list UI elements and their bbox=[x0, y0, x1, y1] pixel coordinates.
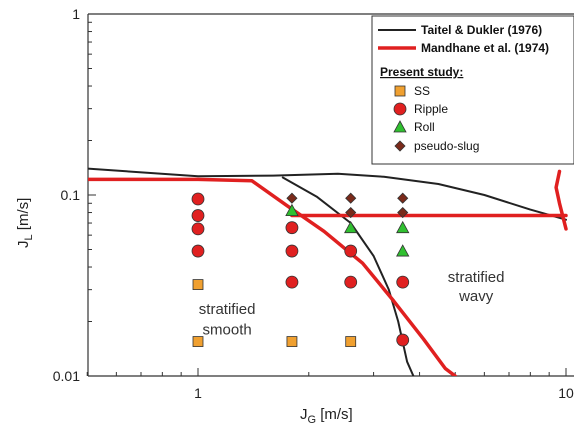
point-ripple bbox=[396, 333, 410, 347]
legend-label-mandhane: Mandhane et al. (1974) bbox=[421, 41, 549, 55]
legend-box bbox=[371, 15, 574, 165]
legend-label-ripple: Ripple bbox=[414, 102, 448, 116]
x-tick-label: 1 bbox=[194, 385, 202, 401]
point-pseudo-slug bbox=[345, 206, 357, 219]
curve-mandhane-et-al-1974 bbox=[88, 177, 457, 376]
y-tick-label: 0.01 bbox=[53, 368, 80, 384]
region-label: stratified bbox=[448, 269, 505, 286]
legend-markers bbox=[393, 85, 407, 152]
y-tick-label: 1 bbox=[72, 6, 80, 22]
point-roll bbox=[396, 220, 410, 234]
point-ss bbox=[345, 336, 357, 347]
y-axis-label: JL [m/s] bbox=[15, 198, 35, 248]
point-ripple bbox=[285, 221, 299, 235]
x-axis-label-main: J bbox=[300, 406, 308, 423]
legend-label-roll: Roll bbox=[414, 120, 435, 134]
tick-labels: 1 0.1 0.01 1 10 bbox=[53, 6, 574, 401]
point-pseudo-slug bbox=[397, 192, 409, 204]
legend-marker-ripple bbox=[393, 102, 407, 116]
point-ripple bbox=[396, 275, 410, 289]
x-tick-label: 10 bbox=[558, 385, 574, 401]
x-axis-label-sub: G bbox=[308, 414, 317, 426]
region-label: smooth bbox=[203, 321, 252, 338]
point-pseudo-slug bbox=[397, 206, 409, 219]
y-tick-label: 0.1 bbox=[61, 187, 81, 203]
data-points bbox=[191, 192, 410, 347]
point-ripple bbox=[191, 209, 205, 222]
region-label: wavy bbox=[458, 288, 494, 305]
point-ripple bbox=[344, 275, 358, 289]
point-ss bbox=[192, 279, 204, 290]
curve-taitel-dukler-1976 bbox=[281, 176, 415, 376]
point-ripple bbox=[191, 244, 205, 258]
legend-marker-ss bbox=[394, 85, 406, 97]
point-ripple bbox=[285, 244, 299, 258]
region-annotations: stratified smooth stratified wavy bbox=[199, 269, 505, 338]
x-axis-label-unit: [m/s] bbox=[316, 406, 353, 423]
y-axis-label-main: J bbox=[15, 241, 32, 249]
y-axis-label-sub: L bbox=[23, 234, 35, 240]
point-pseudo-slug bbox=[286, 192, 298, 204]
point-roll bbox=[396, 244, 410, 257]
x-axis-label: JG [m/s] bbox=[300, 406, 353, 426]
tick-marks bbox=[86, 13, 567, 377]
legend-label-ss: SS bbox=[414, 84, 430, 98]
point-ripple bbox=[191, 222, 205, 236]
point-ripple bbox=[191, 192, 205, 206]
point-ripple bbox=[285, 275, 299, 289]
point-ss bbox=[192, 336, 204, 347]
point-roll bbox=[285, 203, 299, 216]
y-axis-label-unit: [m/s] bbox=[15, 198, 32, 235]
legend: Taitel & Dukler (1976) Mandhane et al. (… bbox=[371, 15, 574, 165]
legend-marker-roll bbox=[393, 120, 407, 133]
point-ss bbox=[286, 336, 298, 347]
legend-heading: Present study: bbox=[380, 65, 463, 79]
curve-taitel-dukler-1976 bbox=[88, 167, 567, 221]
point-ripple bbox=[344, 244, 358, 258]
point-roll bbox=[344, 220, 358, 234]
legend-label-pseudo-slug: pseudo-slug bbox=[414, 139, 479, 153]
legend-marker-pseudo-slug bbox=[394, 140, 406, 152]
region-label: stratified bbox=[199, 301, 256, 318]
legend-label-taitel: Taitel & Dukler (1976) bbox=[421, 23, 542, 37]
point-pseudo-slug bbox=[345, 192, 357, 204]
boundary-curves bbox=[88, 167, 568, 376]
curve-mandhane-et-al-1974 bbox=[554, 169, 568, 231]
